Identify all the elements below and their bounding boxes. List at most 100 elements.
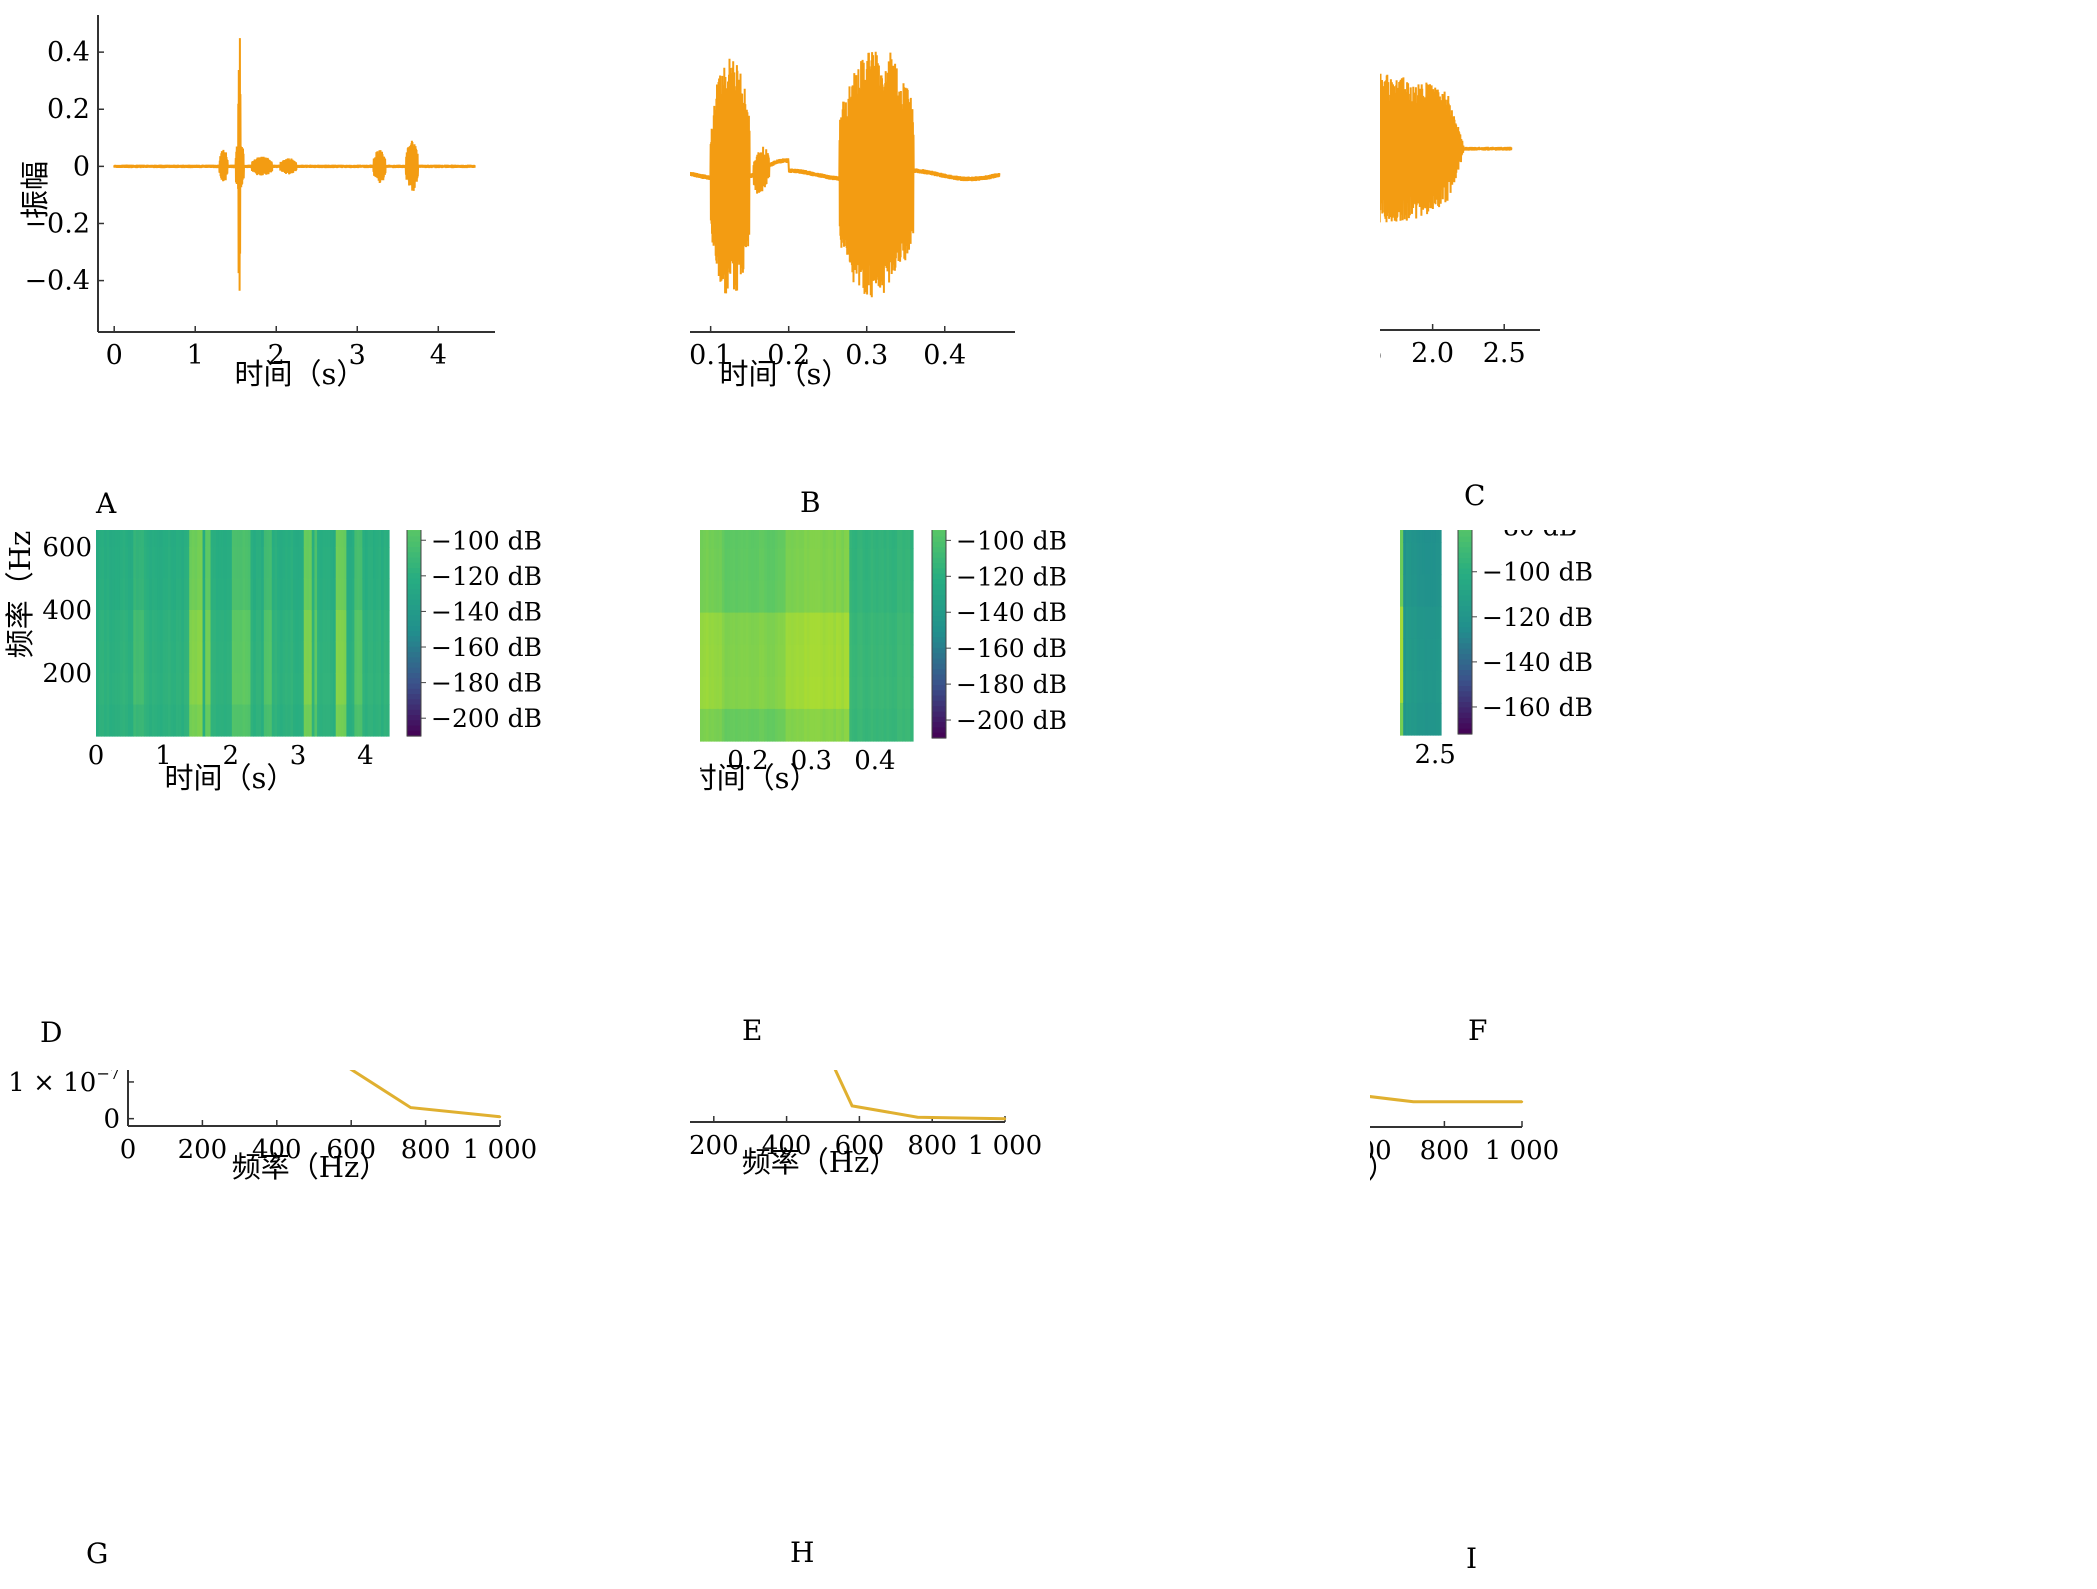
spectrogram-cell	[1435, 670, 1439, 704]
spectrogram-cell	[748, 708, 752, 742]
spectrogram-cell	[138, 704, 142, 737]
colorbar-segment	[1458, 590, 1472, 596]
spectrogram-cell	[759, 676, 763, 710]
spectrogram-cell	[239, 704, 244, 737]
spectrogram-cell	[223, 610, 228, 643]
spectrogram-cell	[119, 578, 124, 611]
spectrogram-cell	[838, 580, 842, 614]
spectrogram-cell	[202, 673, 206, 706]
spectrogram-cell	[335, 704, 339, 737]
spectrogram-cell	[218, 610, 222, 643]
spectrogram-cell	[237, 704, 241, 737]
spectrogram-cell	[756, 708, 760, 742]
spectrogram-cell	[242, 673, 246, 706]
spectrogram-cell	[338, 673, 342, 706]
spectrogram-cell	[759, 580, 763, 614]
spectrogram-cell	[859, 548, 864, 582]
spectrogram-cell	[349, 610, 353, 643]
spectrogram-cell	[197, 673, 201, 706]
spectrogram-cell	[301, 578, 305, 611]
spectrogram-cell	[843, 612, 848, 646]
panel-b-label: B	[800, 486, 821, 519]
x-axis-label: 频率（Hz）	[1370, 1151, 1396, 1185]
x-tick-label: 0.2	[727, 746, 768, 776]
spectrogram-cell	[902, 548, 906, 582]
spectrogram-cell	[1438, 542, 1442, 576]
spectrogram-cell	[774, 708, 779, 742]
spectrogram-cell	[910, 612, 914, 646]
panel-d-spectrogram: D 012342004006008001 000时间（s）频率（Hz）−40 d…	[3, 530, 542, 1049]
spectrogram-cell	[785, 580, 789, 614]
spectrogram-cell	[1430, 606, 1434, 640]
spectrogram-cell	[109, 547, 113, 580]
spectrogram-cell	[748, 548, 752, 582]
spectrogram-cell	[314, 704, 318, 737]
spectrogram-cell	[780, 580, 784, 614]
spectrogram-cell	[825, 580, 829, 614]
spectrogram-cell	[311, 673, 316, 706]
spectrogram-cell	[1411, 530, 1415, 543]
spectrogram-cell	[751, 580, 755, 614]
colorbar-segment	[932, 690, 946, 697]
spectrogram-cell	[727, 612, 731, 646]
colorbar-tick-label: −140 dB	[1482, 648, 1593, 677]
spectrogram-cell	[756, 644, 760, 678]
spectrogram-cell	[290, 641, 294, 674]
spectrogram-cell	[788, 612, 792, 646]
spectrogram-cell	[386, 530, 390, 548]
spectrogram-cell	[1435, 542, 1439, 576]
spectrogram-cell	[189, 641, 193, 674]
spectrogram-cell	[309, 530, 313, 548]
spectrogram-cell	[370, 641, 374, 674]
spectrogram-cell	[351, 641, 355, 674]
spectrogram-cell	[114, 547, 118, 580]
spectrogram-cell	[207, 530, 212, 548]
spectrogram-cell	[793, 676, 797, 710]
spectrogram-cell	[133, 578, 137, 611]
spectrogram-cell	[801, 644, 805, 678]
spectrogram-cell	[1411, 702, 1415, 736]
spectrogram-cell	[354, 704, 358, 737]
spectrogram-cell	[122, 610, 126, 643]
power-spectrum-line	[833, 1070, 1006, 1121]
spectrogram-cell	[183, 578, 188, 611]
spectrogram-cell	[761, 708, 765, 742]
spectrogram-cell	[151, 578, 156, 611]
spectrogram-cell	[303, 578, 308, 611]
spectrogram-cell	[1427, 638, 1431, 672]
x-tick-label: 2.5	[1483, 338, 1526, 369]
spectrogram-cell	[1435, 530, 1439, 543]
spectrogram-cell	[724, 580, 728, 614]
spectrogram-cell	[247, 530, 252, 548]
spectrogram-cell	[141, 673, 145, 706]
spectrogram-cell	[889, 708, 893, 742]
spectrogram-cell	[343, 610, 347, 643]
spectrogram-cell	[700, 612, 704, 646]
spectrogram-cell	[767, 530, 771, 549]
spectrogram-cell	[239, 530, 244, 548]
spectrogram-cell	[857, 612, 861, 646]
spectrogram-cell	[713, 676, 718, 710]
spectrogram-cell	[295, 673, 300, 706]
spectrogram-cell	[202, 530, 206, 548]
spectrogram-cell	[1414, 574, 1418, 608]
spectrogram-cell	[354, 673, 358, 706]
spectrogram-cell	[732, 530, 736, 549]
spectrogram-cell	[226, 530, 230, 548]
spectrogram-cell	[229, 610, 233, 643]
colorbar-segment	[1458, 707, 1472, 714]
x-tick-label: 2.0	[1411, 338, 1454, 369]
spectrogram-cell	[843, 676, 848, 710]
spectrogram-cell	[756, 612, 760, 646]
spectrogram-cell	[705, 530, 710, 549]
spectrogram-cell	[210, 578, 214, 611]
spectrogram-cell	[743, 548, 747, 582]
spectrogram-cell	[255, 578, 260, 611]
x-axis-label: 频率（Hz）	[742, 1145, 899, 1179]
spectrogram-cell	[705, 612, 710, 646]
spectrogram-cell	[777, 530, 781, 549]
colorbar-segment	[407, 662, 421, 669]
spectrogram-cell	[798, 612, 803, 646]
colorbar-segment	[407, 673, 421, 679]
spectrogram-cell	[772, 708, 776, 742]
